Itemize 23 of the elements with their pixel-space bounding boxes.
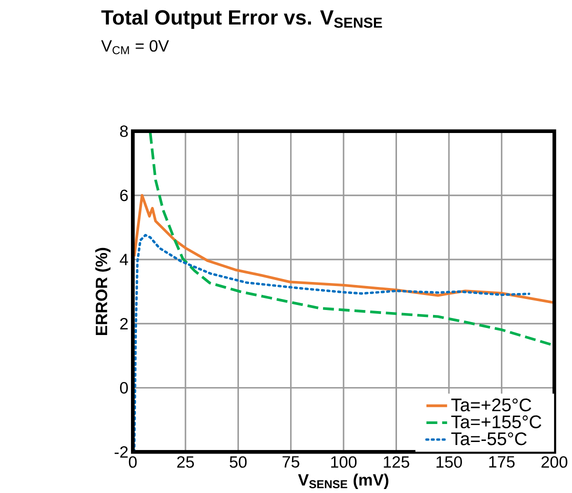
y-tick-label: 4 xyxy=(120,254,128,266)
line-series xyxy=(132,194,554,304)
y-tick-label: 2 xyxy=(120,318,128,330)
x-tick-label: 125 xyxy=(384,456,410,468)
text: V$_{SENSE}$ (mV) xyxy=(298,474,388,489)
x-tick-label: 150 xyxy=(436,456,462,468)
x-tick-label: 175 xyxy=(489,456,515,468)
y-tick-label: 8 xyxy=(120,125,128,138)
y-tick-label: -2 xyxy=(114,446,128,458)
y-tick-label: 6 xyxy=(120,190,128,202)
x-tick-label: 200 xyxy=(542,456,568,468)
legend-label: Ta=-55°C xyxy=(451,432,527,446)
legend-label: Ta=+155°C xyxy=(451,415,542,428)
x-tick-label: 50 xyxy=(230,456,247,468)
chart-subtitle: V$_{CM}$ = 0V xyxy=(101,40,169,54)
y-tick-label: 0 xyxy=(120,382,128,394)
y-axis-title: ERROR (%) xyxy=(95,248,110,336)
legend-label: Ta=+25°C xyxy=(451,398,532,412)
x-tick-label: 25 xyxy=(177,456,194,468)
x-tick-label: 0 xyxy=(128,456,137,468)
chart-title: Total Output Error vs. V$_{SENSE}$ xyxy=(101,10,382,29)
x-tick-label: 100 xyxy=(331,456,357,468)
x-tick-label: 75 xyxy=(282,456,300,468)
